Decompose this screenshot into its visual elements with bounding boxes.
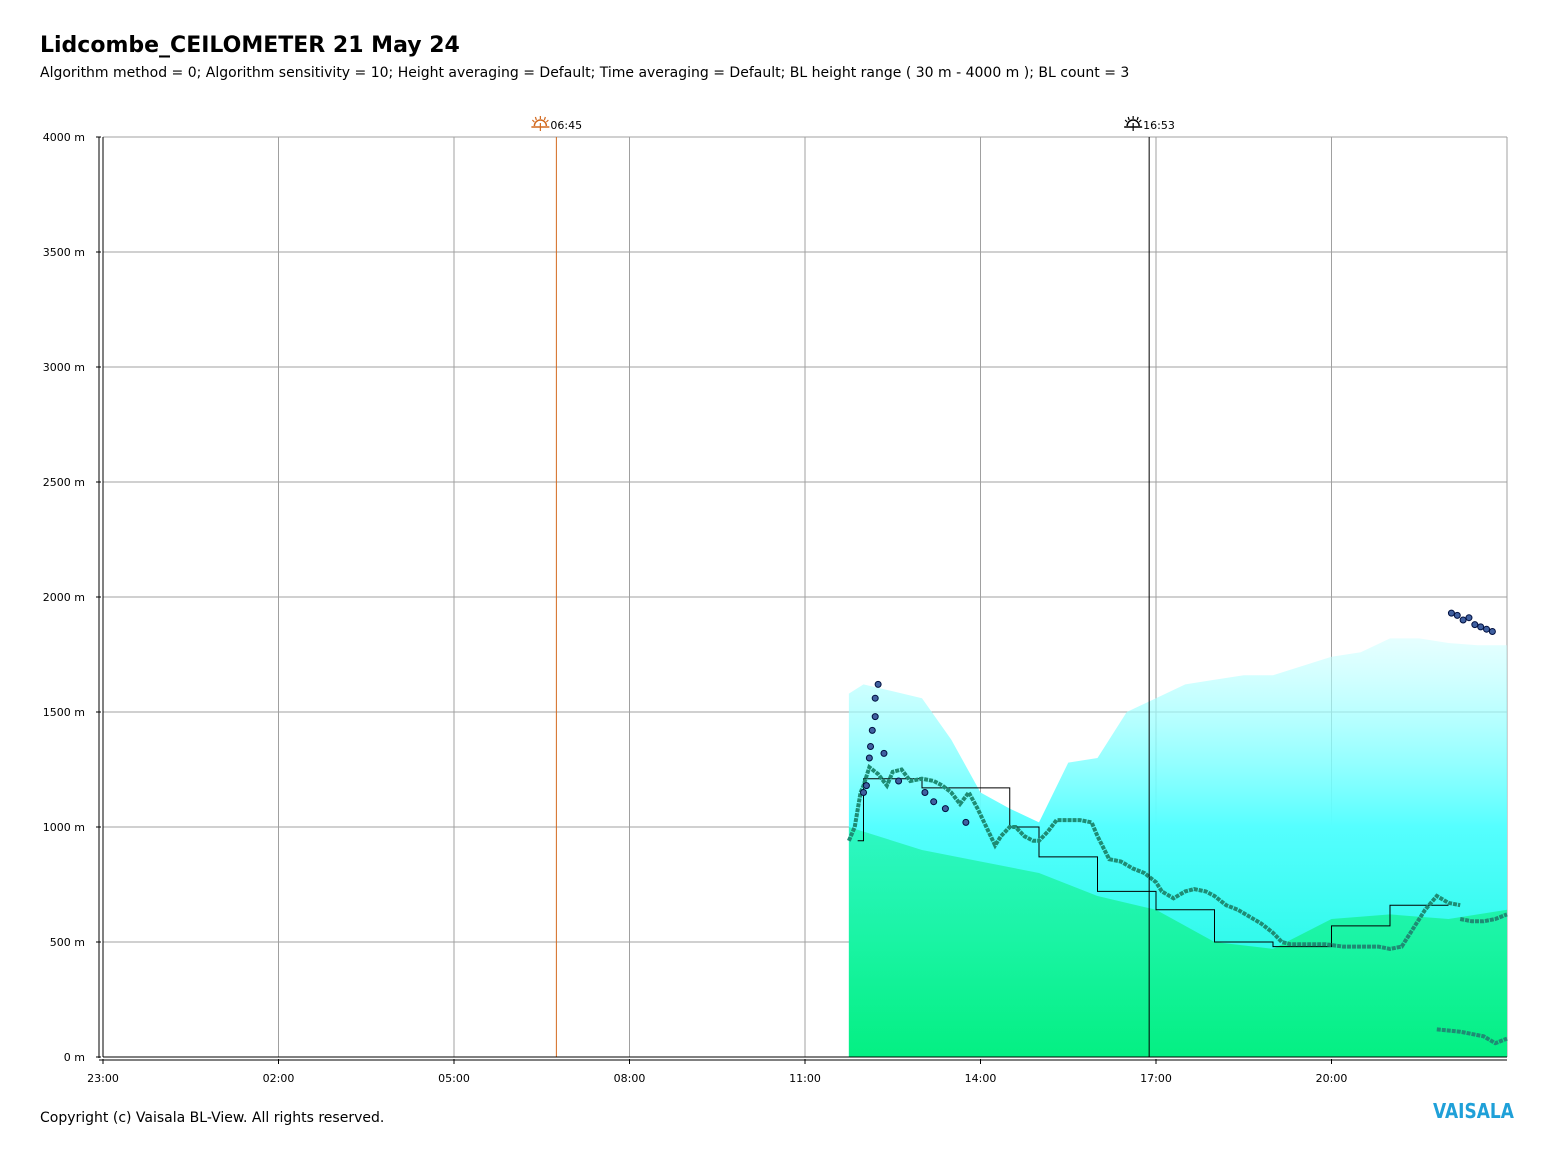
y-tick-label: 4000 m bbox=[43, 131, 85, 144]
sunset-ray bbox=[1124, 119, 1128, 123]
bl-series bbox=[847, 609, 1508, 1046]
y-tick-label: 3500 m bbox=[43, 246, 85, 259]
y-tick-label: 1000 m bbox=[43, 821, 85, 834]
cloud-point bbox=[1453, 611, 1461, 619]
bl-series-3 bbox=[1459, 912, 1508, 924]
cloud-point bbox=[860, 789, 867, 796]
backscatter-area bbox=[848, 638, 1507, 1057]
cloud-point bbox=[962, 818, 970, 826]
axes: 0 m 500 m 1000 m 1500 m 2000 m 2500 m 3000 m 35… bbox=[43, 131, 1507, 1085]
cloud-point bbox=[871, 694, 879, 702]
cloud-point bbox=[880, 749, 888, 757]
y-tick-label: 2000 m bbox=[43, 591, 85, 604]
sunset-ray bbox=[1127, 116, 1130, 121]
sunrise-ray bbox=[534, 116, 537, 121]
bl-series-1 bbox=[847, 763, 1461, 951]
cloud-point bbox=[1483, 625, 1491, 633]
backscatter-green bbox=[848, 827, 1507, 1057]
chart-title: Lidcombe_CEILOMETER 21 May 24 bbox=[40, 33, 460, 58]
cloud-point bbox=[895, 777, 903, 785]
bl-step-line bbox=[857, 778, 1449, 948]
sunrise-label: 06:45 bbox=[550, 119, 582, 132]
vaisala-logo: VAISALA bbox=[1433, 1099, 1514, 1123]
x-tick-label: 05:00 bbox=[438, 1072, 470, 1085]
x-tick-label: 20:00 bbox=[1316, 1072, 1348, 1085]
sunset-sun-arc bbox=[1126, 119, 1140, 127]
cloud-point bbox=[871, 713, 879, 721]
x-tick-label: 23:00 bbox=[87, 1072, 119, 1085]
cloud-point bbox=[930, 798, 938, 806]
cloud-point bbox=[867, 743, 875, 750]
cloud-point bbox=[941, 805, 949, 813]
x-tick-label: 02:00 bbox=[263, 1072, 295, 1085]
cloud-point bbox=[1471, 621, 1479, 629]
cloud-point bbox=[862, 782, 870, 790]
sunrise-icon bbox=[531, 116, 550, 131]
y-tick-label: 2500 m bbox=[43, 476, 85, 489]
cloud-point bbox=[1447, 609, 1455, 617]
bl-series-2 bbox=[1436, 1027, 1508, 1046]
cloud-point bbox=[1465, 614, 1473, 622]
cloud-point bbox=[921, 789, 929, 796]
y-tick-label: 3000 m bbox=[43, 361, 85, 374]
sunset-label: 16:53 bbox=[1143, 119, 1175, 132]
chart-subtitle: Algorithm method = 0; Algorithm sensitiv… bbox=[40, 65, 1130, 81]
sunset-ray bbox=[1136, 116, 1139, 121]
cloud-point bbox=[865, 754, 873, 762]
y-tick-label: 1500 m bbox=[43, 706, 85, 719]
sunset-ray bbox=[1138, 119, 1142, 123]
sun-markers: 06:45 16:53 bbox=[531, 116, 1175, 1057]
cloud-point bbox=[1488, 628, 1496, 635]
y-tick-label: 0 m bbox=[64, 1051, 85, 1064]
sunset-icon bbox=[1124, 116, 1143, 131]
cloud-point bbox=[1477, 623, 1485, 631]
sunrise-ray bbox=[531, 119, 535, 123]
sunrise-ray bbox=[545, 119, 549, 123]
cloud-point bbox=[1459, 616, 1467, 624]
x-tick-label: 11:00 bbox=[789, 1072, 821, 1085]
x-tick-label: 14:00 bbox=[965, 1072, 997, 1085]
cloud-point bbox=[874, 680, 882, 688]
x-tick-label: 08:00 bbox=[614, 1072, 646, 1085]
x-tick-label: 17:00 bbox=[1140, 1072, 1172, 1085]
y-tick-label: 500 m bbox=[50, 936, 85, 949]
sunrise-sun-arc bbox=[533, 119, 548, 127]
cloud-point bbox=[868, 726, 876, 734]
sunrise-ray bbox=[543, 116, 546, 121]
copyright-text: Copyright (c) Vaisala BL-View. All right… bbox=[40, 1110, 385, 1126]
